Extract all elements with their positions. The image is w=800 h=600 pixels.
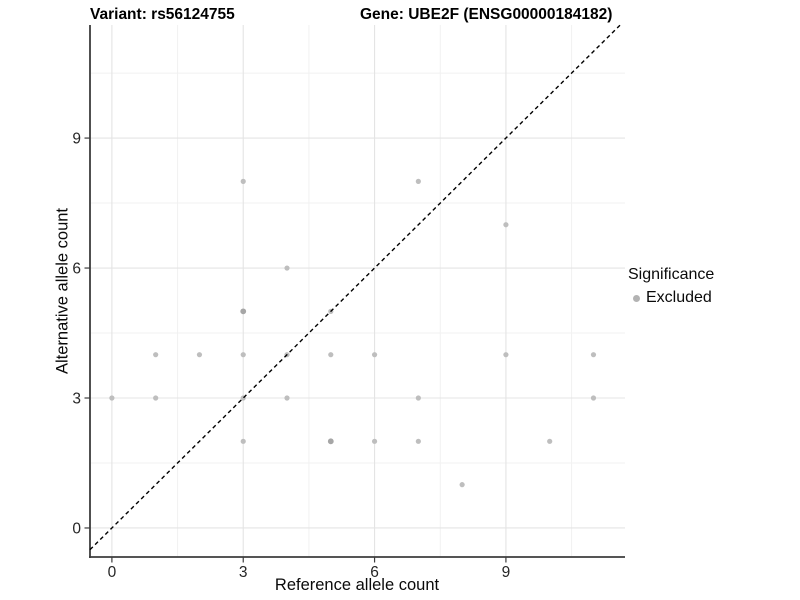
x-tick-label: 6 [370,564,379,581]
y-tick-label: 6 [72,261,81,278]
legend-title: Significance [628,266,715,283]
data-point [153,352,159,358]
plot-title-variant: Variant: rs56124755 [90,6,235,23]
x-tick-label: 9 [502,564,511,581]
data-point [240,438,246,444]
excluded-marker-icon [633,294,640,302]
data-point [415,395,421,401]
data-point [459,482,465,488]
data-point [240,352,246,358]
data-point [284,265,290,271]
legend-item-label: Excluded [646,289,712,306]
data-point [240,178,246,184]
y-tick-label: 9 [72,131,81,148]
data-point [153,395,159,401]
x-axis-title: Reference allele count [274,576,440,594]
data-point [590,352,597,358]
y-tick-label: 3 [72,391,81,408]
data-point [590,395,597,401]
data-point [547,438,553,444]
y-tick-label: 0 [72,520,81,537]
legend-item-excluded: Excluded [628,289,714,307]
legend: Significance Excluded [628,266,714,307]
y-axis-title: Alternative allele count [53,207,72,375]
data-point [196,352,203,358]
data-point [284,395,290,401]
data-point [328,352,334,358]
data-point [109,395,115,401]
data-point [327,438,334,445]
data-point [503,222,509,228]
x-tick-label: 3 [239,564,248,581]
identity-dashed-line [89,24,621,551]
data-point [503,352,509,358]
data-point [415,438,421,444]
data-point [371,352,378,358]
data-point [415,178,421,184]
data-point [240,308,247,315]
plot-title-gene: Gene: UBE2F (ENSG00000184182) [360,6,613,23]
data-point [371,438,378,444]
x-tick-label: 0 [108,564,117,581]
